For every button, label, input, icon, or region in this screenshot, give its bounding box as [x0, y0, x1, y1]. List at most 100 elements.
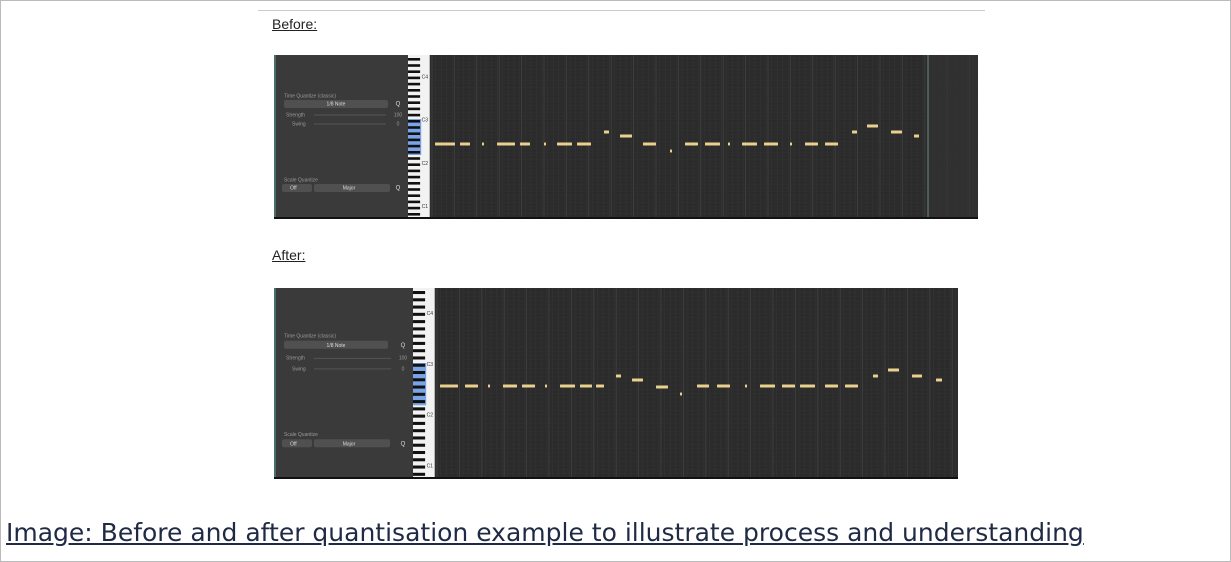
black-key — [413, 291, 425, 294]
black-key — [413, 320, 425, 323]
panel-rule — [274, 477, 958, 479]
black-key — [413, 356, 425, 359]
midi-note — [697, 385, 709, 388]
scale-off: Off — [290, 185, 297, 191]
scale-q: Q — [396, 186, 401, 192]
black-key — [408, 151, 420, 154]
before-label: Before: — [272, 16, 317, 32]
midi-note — [888, 369, 899, 372]
midi-note — [800, 385, 815, 388]
midi-note — [580, 385, 592, 388]
octave-label: C4 — [427, 311, 434, 317]
black-key — [408, 157, 420, 160]
midi-note — [790, 143, 792, 146]
black-key — [408, 89, 420, 92]
black-key — [408, 108, 420, 111]
midi-note — [764, 143, 778, 146]
black-key — [413, 371, 425, 374]
scale-title: Scale Quantize — [284, 177, 318, 183]
black-key — [413, 458, 425, 461]
black-key — [413, 386, 425, 389]
black-key — [413, 327, 425, 330]
strength-label: Strength — [286, 356, 305, 362]
black-key — [408, 163, 420, 166]
panel-rule — [274, 217, 978, 219]
midi-note — [705, 143, 720, 146]
midi-note — [503, 385, 517, 388]
midi-note — [482, 143, 484, 146]
midi-note — [643, 143, 656, 146]
swing-value: 0 — [397, 121, 400, 127]
off-dropdown[interactable] — [282, 184, 312, 192]
black-key — [413, 407, 425, 410]
black-key — [408, 58, 420, 61]
octave-label: C2 — [427, 413, 434, 419]
after-end — [928, 55, 978, 217]
black-key — [413, 313, 425, 316]
midi-note — [545, 385, 547, 388]
midi-note — [557, 143, 572, 146]
black-key — [413, 298, 425, 301]
midi-note — [460, 143, 470, 146]
midi-note — [717, 385, 730, 388]
black-key — [408, 101, 420, 104]
off-dropdown[interactable] — [282, 439, 312, 447]
midi-note — [522, 385, 535, 388]
midi-note — [914, 135, 919, 138]
midi-note — [544, 143, 546, 146]
strength-value: 100 — [399, 356, 408, 362]
black-key — [408, 126, 420, 129]
black-key — [408, 188, 420, 191]
black-key — [413, 415, 425, 418]
black-key — [408, 70, 420, 73]
black-key — [413, 444, 425, 447]
inspector — [274, 288, 413, 478]
black-key — [408, 194, 420, 197]
midi-note — [497, 143, 515, 146]
page: Before: Time Quantize (classic)1/8 NoteQ… — [0, 0, 1231, 562]
after-label: After: — [272, 247, 305, 263]
midi-note — [596, 385, 604, 388]
midi-note — [440, 385, 458, 388]
black-key — [413, 400, 425, 403]
caption: Image: Before and after quantisation exa… — [6, 518, 1084, 547]
midi-note — [670, 150, 672, 153]
midi-note — [745, 385, 747, 388]
black-key — [408, 201, 420, 204]
quantize-q: Q — [396, 102, 401, 108]
header-rule — [258, 10, 985, 11]
octave-label: C1 — [422, 204, 429, 210]
black-key — [413, 466, 425, 469]
scale-mode: Major — [343, 441, 356, 447]
midi-note — [604, 131, 609, 134]
scale-title: Scale Quantize — [284, 432, 318, 438]
scale-mode: Major — [343, 185, 356, 191]
midi-note — [620, 135, 632, 138]
midi-note — [852, 131, 857, 134]
midi-note — [656, 386, 668, 389]
quantize-title: Time Quantize (classic) — [284, 93, 336, 99]
black-key — [413, 422, 425, 425]
midi-note — [825, 143, 838, 146]
strength-value: 100 — [394, 112, 403, 118]
midi-note — [891, 131, 902, 134]
midi-note — [825, 385, 838, 388]
octave-label: C2 — [422, 161, 429, 167]
black-key — [408, 182, 420, 185]
grid — [430, 55, 978, 217]
midi-note — [488, 385, 490, 388]
strength-label: Strength — [286, 112, 305, 118]
black-key — [408, 120, 420, 123]
swing-label: Swing — [292, 366, 306, 372]
midi-note — [465, 385, 478, 388]
midi-note — [728, 143, 730, 146]
black-key — [413, 393, 425, 396]
octave-label: C4 — [422, 74, 429, 80]
swing-value: 0 — [402, 366, 405, 372]
keyboard-highlight — [408, 119, 421, 155]
scale-off: Off — [290, 441, 297, 447]
inspector-edge — [274, 55, 276, 217]
swing-label: Swing — [292, 121, 306, 127]
